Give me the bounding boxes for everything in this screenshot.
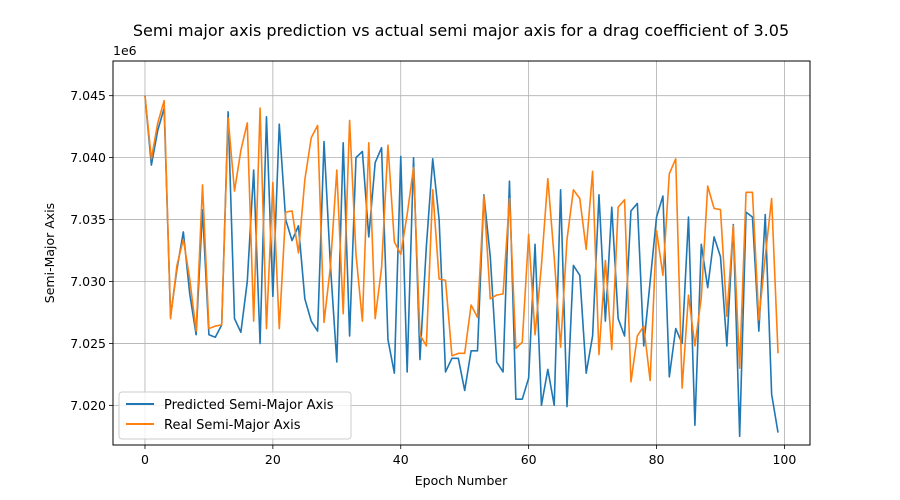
- x-tick-label: 80: [649, 452, 665, 467]
- legend-label-real: Real Semi-Major Axis: [164, 418, 301, 433]
- y-tick-label: 7.040: [70, 150, 106, 165]
- x-tick-label: 100: [772, 452, 796, 467]
- x-axis-ticks: 0 20 40 60 80 100: [141, 445, 796, 467]
- y-tick-label: 7.035: [70, 212, 106, 227]
- x-axis-label: Epoch Number: [415, 473, 508, 488]
- legend: Predicted Semi-Major Axis Real Semi-Majo…: [118, 391, 352, 440]
- legend-box: [118, 391, 352, 440]
- series-lines: [144, 95, 779, 438]
- series-line-real: [144, 95, 779, 389]
- x-tick-label: 20: [265, 452, 281, 467]
- legend-label-predicted: Predicted Semi-Major Axis: [164, 398, 334, 413]
- y-tick-label: 7.025: [70, 336, 106, 351]
- y-axis-ticks: 7.020 7.025 7.030 7.035 7.040 7.045: [70, 88, 113, 413]
- y-axis-label: Semi-Major Axis: [42, 203, 57, 303]
- chart-title: Semi major axis prediction vs actual sem…: [133, 21, 789, 40]
- y-tick-label: 7.020: [70, 398, 106, 413]
- y-offset-label: 1e6: [113, 43, 137, 58]
- y-tick-label: 7.030: [70, 274, 106, 289]
- y-tick-label: 7.045: [70, 88, 106, 103]
- plot-frame: [112, 60, 811, 446]
- x-tick-label: 0: [141, 452, 149, 467]
- x-tick-label: 60: [521, 452, 537, 467]
- x-tick-label: 40: [393, 452, 409, 467]
